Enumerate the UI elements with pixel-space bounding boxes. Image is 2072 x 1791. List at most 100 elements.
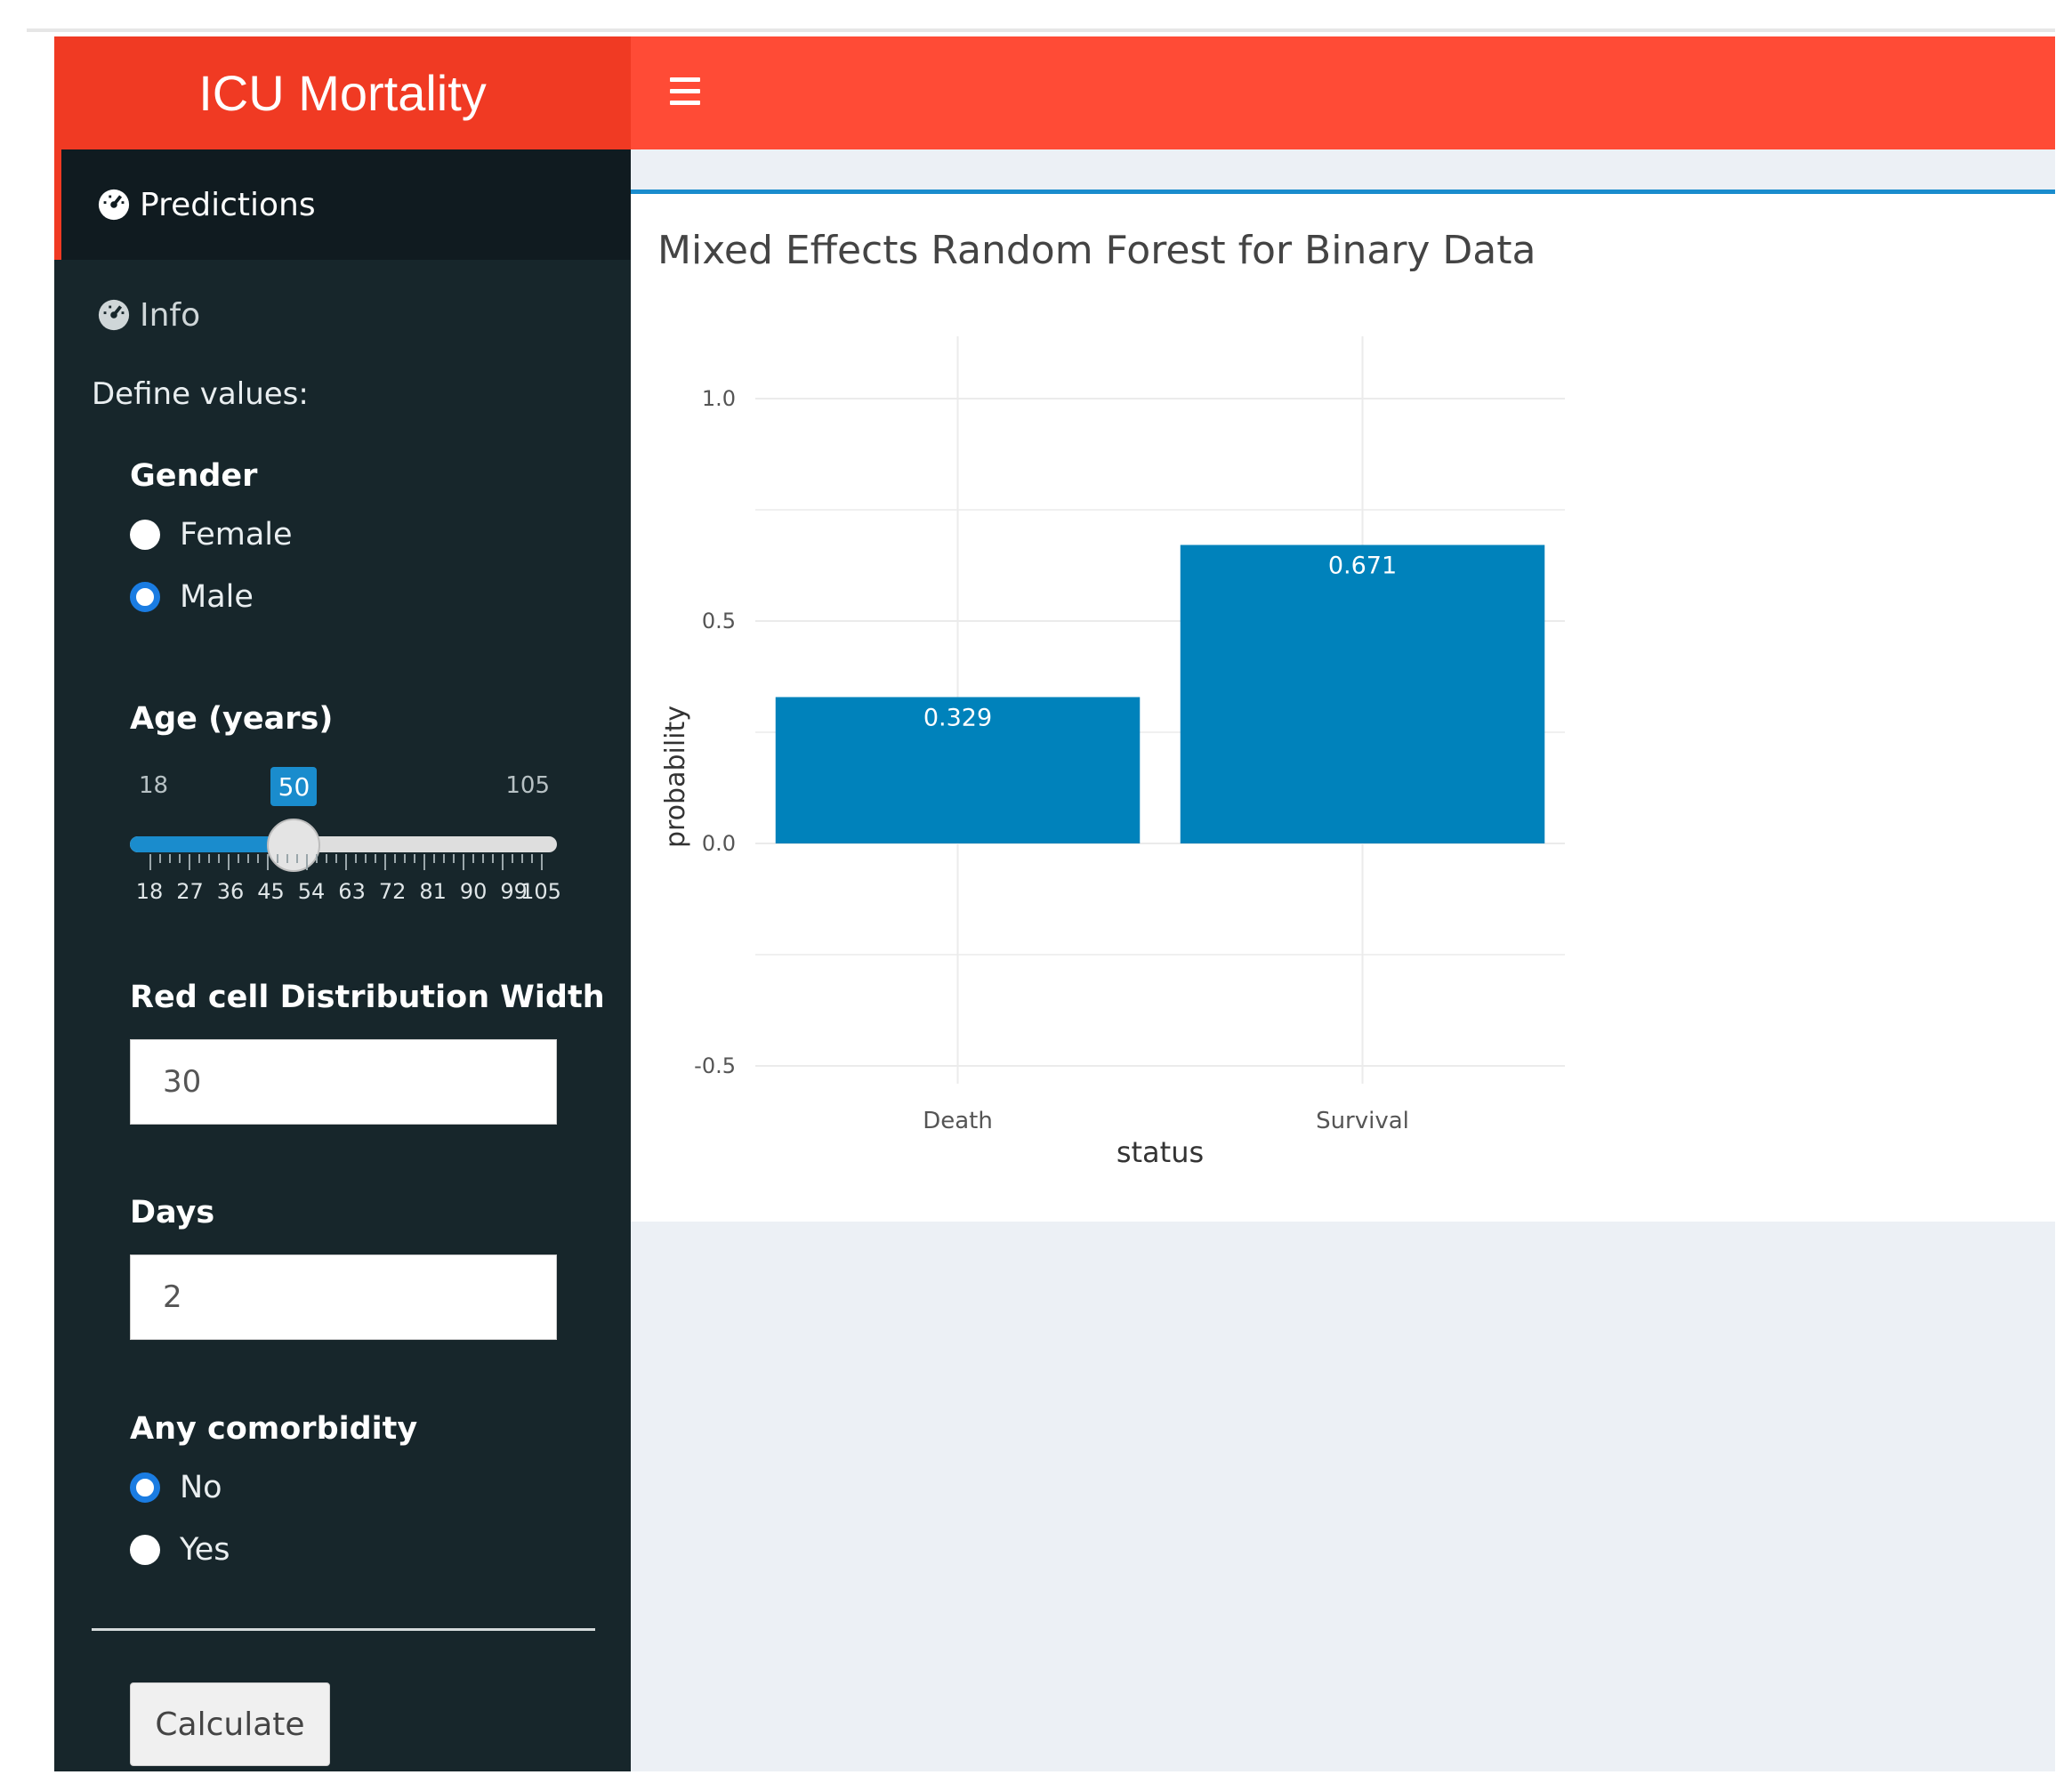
- slider-tick: [306, 854, 308, 870]
- define-values-label: Define values:: [92, 376, 309, 412]
- slider-tick: [394, 854, 396, 863]
- slider-min-label: 18: [139, 772, 169, 799]
- slider-tick: [228, 854, 230, 870]
- comorbidity-radio-no[interactable]: No: [130, 1470, 222, 1505]
- y-axis-label: probability: [660, 706, 691, 848]
- brand-title[interactable]: ICU Mortality: [54, 36, 631, 149]
- slider-tick: [345, 854, 347, 870]
- slider-tick: [531, 854, 533, 863]
- x-tick-label: Survival: [1316, 1108, 1409, 1134]
- slider-tick: [208, 854, 210, 863]
- slider-max-label: 105: [505, 772, 550, 799]
- days-label: Days: [130, 1195, 215, 1230]
- slider-tick: [521, 854, 523, 863]
- sidebar-item-info[interactable]: Info: [54, 260, 631, 370]
- main-content: Mixed Effects Random Forest for Binary D…: [631, 149, 2055, 1771]
- slider-tick: [169, 854, 171, 863]
- y-tick-label: -0.5: [694, 1053, 736, 1078]
- slider-tick: [433, 854, 435, 863]
- slider-tick: [365, 854, 367, 863]
- radio-button[interactable]: [130, 1535, 160, 1565]
- slider-tick: [423, 854, 425, 870]
- hamburger-menu-icon[interactable]: [663, 72, 707, 112]
- age-slider[interactable]: 18 105 50 18 27 36 45 54 63 72 81 90 99 105: [130, 754, 561, 906]
- slider-tick-label: 63: [338, 879, 366, 904]
- slider-tick: [218, 854, 220, 863]
- slider-tick: [238, 854, 239, 863]
- calculate-button[interactable]: Calculate: [130, 1682, 330, 1766]
- top-navbar: [631, 36, 2055, 149]
- gender-label: Gender: [130, 458, 258, 494]
- top-rule: [27, 28, 2055, 32]
- sidebar-item-label: Info: [140, 296, 201, 334]
- radio-label: Male: [180, 579, 254, 615]
- radio-button[interactable]: [130, 582, 160, 612]
- slider-tick: [443, 854, 445, 863]
- result-box: Mixed Effects Random Forest for Binary D…: [631, 190, 2055, 1222]
- slider-value-badge: 50: [270, 767, 318, 806]
- slider-tick: [472, 854, 474, 863]
- dashboard-icon: [98, 299, 130, 331]
- slider-tick: [492, 854, 494, 863]
- rdw-label: Red cell Distribution Width: [130, 980, 605, 1015]
- gender-radio-female[interactable]: Female: [130, 517, 293, 553]
- slider-tick: [335, 854, 337, 863]
- slider-tick: [247, 854, 249, 863]
- slider-tick-label: 27: [176, 879, 204, 904]
- slider-tick: [404, 854, 406, 863]
- gender-radio-male[interactable]: Male: [130, 579, 254, 615]
- y-tick-label: 0.0: [702, 831, 736, 856]
- sidebar-item-predictions[interactable]: Predictions: [54, 149, 631, 260]
- slider-tick-labels: 18 27 36 45 54 63 72 81 90 99 105: [130, 879, 561, 906]
- slider-tick-label: 36: [216, 879, 245, 904]
- data-label: 0.671: [1328, 553, 1397, 580]
- box-title: Mixed Effects Random Forest for Binary D…: [657, 228, 1536, 273]
- slider-tick-label: 81: [419, 879, 447, 904]
- slider-tick-label: 105: [520, 879, 561, 904]
- radio-label: Female: [180, 517, 293, 553]
- slider-tick: [414, 854, 415, 863]
- slider-tick: [326, 854, 327, 863]
- slider-tick: [316, 854, 318, 863]
- slider-tick: [355, 854, 357, 863]
- slider-tick: [179, 854, 181, 863]
- y-tick-label: 1.0: [702, 386, 736, 411]
- slider-tick: [463, 854, 464, 870]
- radio-button[interactable]: [130, 1472, 160, 1503]
- radio-label: Yes: [180, 1532, 230, 1568]
- bar-death: [775, 697, 1141, 843]
- rdw-input[interactable]: 30: [130, 1039, 557, 1125]
- slider-tick: [257, 854, 259, 863]
- days-input[interactable]: 2: [130, 1255, 557, 1340]
- slider-tick: [502, 854, 504, 870]
- sidebar-divider: [92, 1628, 595, 1631]
- slider-fill: [130, 836, 294, 852]
- slider-tick: [189, 854, 190, 870]
- slider-tick: [512, 854, 513, 863]
- radio-label: No: [180, 1470, 222, 1505]
- slider-tick: [286, 854, 288, 863]
- slider-tick: [149, 854, 151, 870]
- slider-tick: [277, 854, 278, 863]
- dashboard-icon: [98, 189, 130, 221]
- probability-bar-chart: 0.329 0.671 1.0 0.5 0.0 -0.5 Death Survival stat…: [660, 336, 1565, 1169]
- slider-tick-label: 99: [500, 879, 528, 904]
- slider-tick: [267, 854, 269, 870]
- slider-tick: [159, 854, 161, 863]
- slider-tick-label: 54: [297, 879, 326, 904]
- slider-tick: [296, 854, 298, 863]
- radio-button[interactable]: [130, 520, 160, 550]
- slider-handle[interactable]: [267, 819, 321, 872]
- slider-tick: [453, 854, 455, 863]
- bar-survival: [1180, 545, 1545, 843]
- slider-tick-label: 45: [257, 879, 285, 904]
- data-label: 0.329: [923, 705, 992, 732]
- comorbidity-radio-yes[interactable]: Yes: [130, 1532, 230, 1568]
- x-axis-label: status: [1117, 1135, 1204, 1169]
- slider-tick-label: 90: [459, 879, 488, 904]
- slider-tick: [541, 854, 543, 870]
- x-tick-label: Death: [923, 1108, 993, 1134]
- comorbidity-label: Any comorbidity: [130, 1411, 418, 1447]
- slider-tick: [375, 854, 376, 863]
- sidebar: Predictions Info Define values: Gender F…: [54, 149, 631, 1771]
